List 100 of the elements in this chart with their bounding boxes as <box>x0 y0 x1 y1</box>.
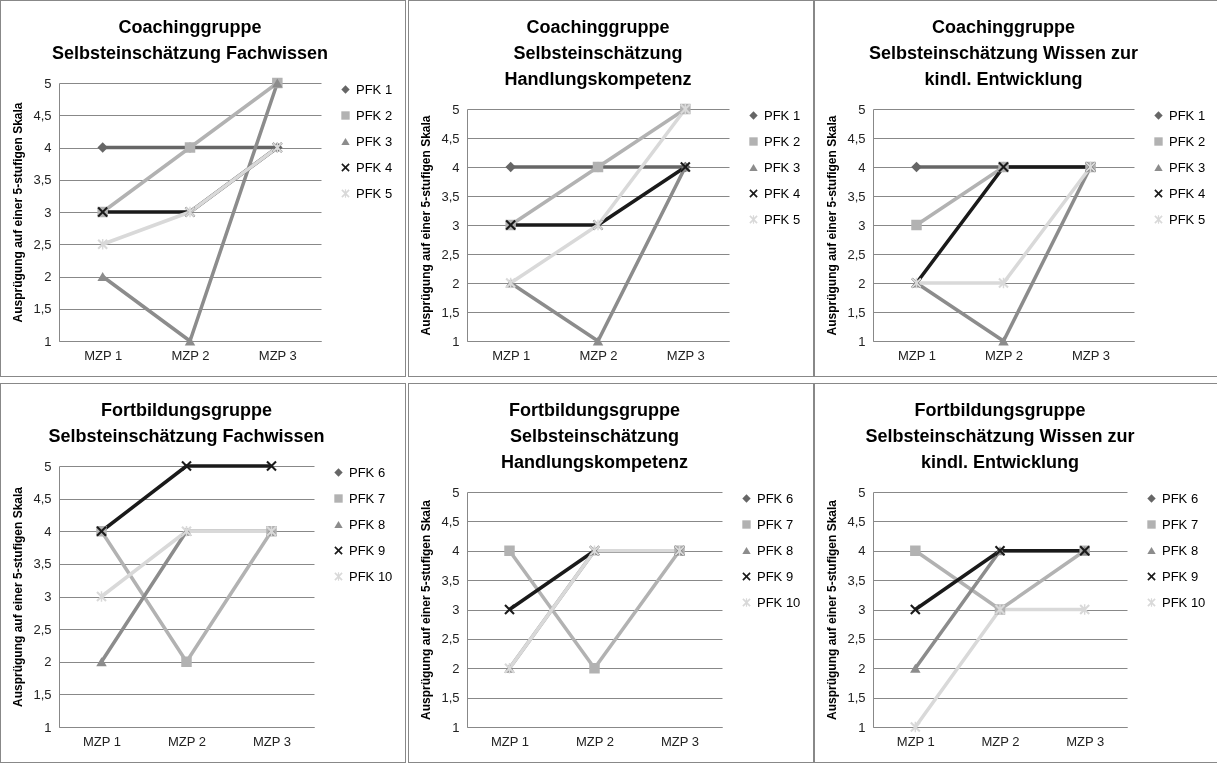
y-tick-label: 2 <box>452 275 460 291</box>
y-tick-label: 4 <box>858 159 866 175</box>
x-tick-label: MZP 3 <box>252 733 292 749</box>
y-tick-label: 4,5 <box>441 130 460 146</box>
y-tick-label: 1,5 <box>847 304 866 320</box>
y-tick-label: 5 <box>452 484 460 500</box>
y-tick-label: 1 <box>452 333 460 349</box>
legend-label: PFK 2 <box>1169 133 1206 149</box>
x-tick-label: MZP 2 <box>579 347 618 363</box>
y-tick-label: 4 <box>858 543 866 559</box>
legend-label: PFK 4 <box>356 159 393 175</box>
y-tick-label: 2,5 <box>33 236 52 252</box>
x-tick-label: MZP 1 <box>897 347 937 363</box>
y-tick-label: 2 <box>858 660 866 676</box>
y-tick-label: 3 <box>858 602 866 617</box>
y-tick-label: 2,5 <box>441 631 460 647</box>
x-tick-label: MZP 1 <box>84 347 123 363</box>
chart-title: Fortbildungsgruppe Selbsteinschätzung Wissen zur kindl. Entwicklung <box>865 400 1135 472</box>
y-tick-label: 5 <box>44 75 52 91</box>
y-tick-label: 3 <box>452 602 460 617</box>
legend-label: PFK 7 <box>757 516 794 532</box>
y-tick-label: 3,5 <box>33 172 52 188</box>
legend-label: PFK 5 <box>764 211 801 227</box>
legend-label: PFK 9 <box>1162 568 1199 584</box>
y-tick-label: 3,5 <box>847 572 866 588</box>
legend-label: PFK 4 <box>764 185 801 201</box>
y-axis-title: Ausprügung auf einer 5-stufigen Skala <box>825 115 840 336</box>
y-tick-label: 2 <box>858 275 866 291</box>
legend-label: PFK 2 <box>764 133 801 149</box>
y-tick-label: 1,5 <box>441 690 460 706</box>
y-tick-label: 4,5 <box>847 513 866 529</box>
legend-label: PFK 10 <box>349 568 393 584</box>
y-tick-label: 1 <box>858 719 866 735</box>
y-tick-label: 5 <box>858 484 866 500</box>
y-tick-label: 1 <box>44 719 52 735</box>
y-tick-label: 4,5 <box>33 107 52 123</box>
y-tick-label: 3,5 <box>441 188 460 204</box>
y-tick-label: 2,5 <box>847 631 866 647</box>
legend-label: PFK 10 <box>1162 594 1206 610</box>
legend-label: PFK 6 <box>349 464 386 480</box>
y-tick-label: 4,5 <box>847 130 866 146</box>
legend-label: PFK 2 <box>356 107 393 123</box>
y-tick-label: 2 <box>452 660 460 676</box>
legend-label: PFK 8 <box>1162 542 1199 558</box>
legend-label: PFK 6 <box>757 490 794 506</box>
y-tick-label: 3 <box>452 217 460 233</box>
chart-title: Fortbildungsgruppe Selbsteinschätzung Fachwissen <box>48 400 325 446</box>
legend-label: PFK 3 <box>764 159 801 175</box>
legend-label: PFK 9 <box>349 542 386 558</box>
y-tick-label: 1 <box>858 333 866 349</box>
y-tick-label: 1,5 <box>33 686 52 702</box>
y-tick-label: 4 <box>44 140 52 155</box>
y-axis-title: Ausprügung auf einer 5-stufigen Skala <box>825 499 840 721</box>
y-tick-label: 4 <box>452 543 460 559</box>
legend-label: PFK 1 <box>356 81 393 97</box>
y-tick-label: 3,5 <box>441 572 460 588</box>
legend-label: PFK 6 <box>1162 490 1199 506</box>
x-tick-label: MZP 2 <box>981 733 1020 749</box>
x-tick-label: MZP 1 <box>82 733 122 749</box>
y-axis-title: Ausprügung auf einer 5-stufigen Skala <box>11 102 26 323</box>
y-tick-label: 5 <box>858 101 866 117</box>
x-tick-label: MZP 1 <box>490 733 530 749</box>
y-tick-label: 3 <box>44 589 52 604</box>
y-tick-label: 2 <box>44 269 52 284</box>
x-tick-label: MZP 3 <box>258 347 297 363</box>
x-tick-label: MZP 3 <box>1071 347 1111 363</box>
legend-label: PFK 3 <box>356 133 393 149</box>
legend-label: PFK 7 <box>1162 516 1199 532</box>
y-tick-label: 1 <box>452 719 460 735</box>
y-tick-label: 1 <box>44 333 52 349</box>
y-tick-label: 2,5 <box>33 621 52 637</box>
y-tick-label: 4,5 <box>441 513 460 529</box>
x-tick-label: MZP 2 <box>167 733 207 749</box>
x-tick-label: MZP 2 <box>575 733 615 749</box>
y-tick-label: 1,5 <box>441 304 460 320</box>
y-tick-label: 1,5 <box>33 301 52 317</box>
y-tick-label: 3 <box>44 204 52 220</box>
chart-title: Fortbildungsgruppe Selbsteinschätzung Handlungskompetenz <box>500 400 689 472</box>
legend-label: PFK 4 <box>1169 185 1206 201</box>
x-tick-label: MZP 3 <box>660 733 700 749</box>
x-tick-label: MZP 2 <box>984 347 1024 363</box>
legend-label: PFK 10 <box>757 594 801 610</box>
chart-title: Coachinggruppe Selbsteinschätzung Fachwissen <box>51 17 329 63</box>
legend-label: PFK 8 <box>349 516 386 532</box>
legend-label: PFK 7 <box>349 490 386 506</box>
y-axis-title: Ausprügung auf einer 5-stufigen Skala <box>419 499 434 721</box>
y-axis-title: Ausprügung auf einer 5-stufigen Skala <box>11 486 26 708</box>
legend-label: PFK 3 <box>1169 159 1206 175</box>
y-tick-label: 4 <box>452 159 460 175</box>
legend-label: PFK 5 <box>356 185 393 201</box>
legend-label: PFK 1 <box>764 107 801 123</box>
x-tick-label: MZP 3 <box>666 347 705 363</box>
legend-label: PFK 1 <box>1169 107 1206 123</box>
legend-label: PFK 9 <box>757 568 794 584</box>
x-tick-label: MZP 3 <box>1066 733 1105 749</box>
x-tick-label: MZP 2 <box>171 347 210 363</box>
legend-label: PFK 8 <box>757 542 794 558</box>
y-tick-label: 3,5 <box>847 188 866 204</box>
x-tick-label: MZP 1 <box>896 733 935 749</box>
y-tick-label: 4 <box>44 523 52 539</box>
